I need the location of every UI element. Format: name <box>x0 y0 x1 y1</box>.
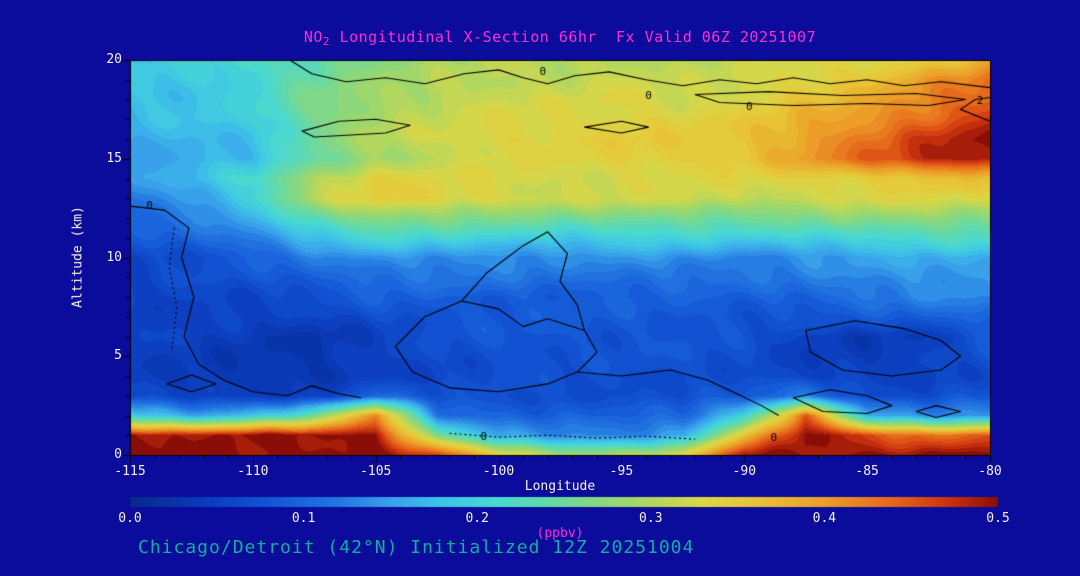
xsection-plot-canvas <box>0 0 1080 576</box>
figure-root: NO2 Longitudinal X-Section 66hr Fx Valid… <box>0 0 1080 576</box>
